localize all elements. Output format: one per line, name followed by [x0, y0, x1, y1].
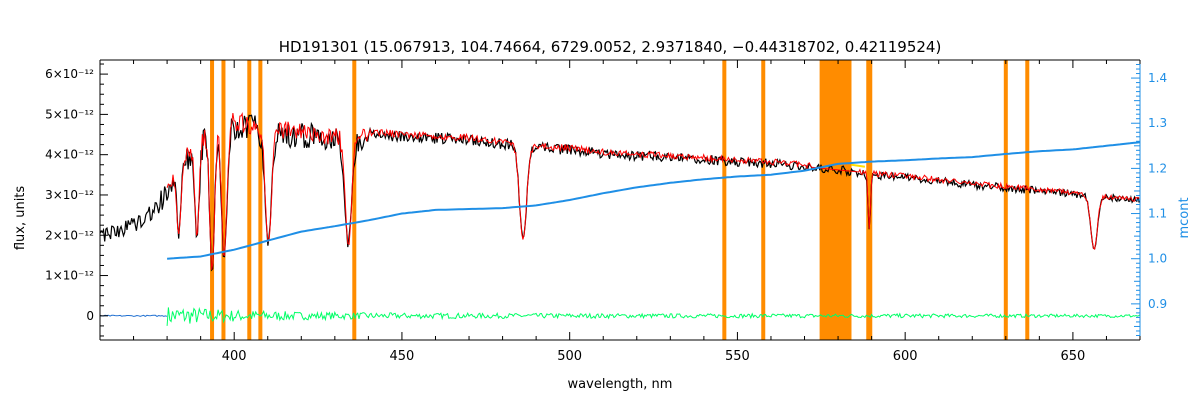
residual-series — [166, 306, 1141, 326]
y-right-tick-label-1: 1.0 — [1148, 252, 1167, 266]
residual-prefix — [99, 314, 168, 317]
masked-line-9 — [1003, 60, 1008, 340]
masked-line-1 — [221, 60, 226, 340]
x-tick-label-400: 400 — [222, 349, 247, 364]
masked-line-2 — [247, 60, 252, 340]
y-left-tick-label-1: 1×10⁻¹² — [45, 269, 94, 283]
masked-line-5 — [722, 60, 727, 340]
chart-title: HD191301 (15.067913, 104.74664, 6729.005… — [279, 38, 942, 56]
masked-line-10 — [1025, 60, 1030, 340]
y-left-tick-label-3: 3×10⁻¹² — [45, 188, 94, 202]
x-tick-label-450: 450 — [390, 349, 415, 364]
y-left-tick-label-0: 0 — [86, 309, 94, 323]
right-y-axis-label: mcont — [1177, 197, 1192, 238]
gap-segment — [851, 163, 866, 168]
model-series — [166, 111, 1140, 270]
x-axis-label: wavelength, nm — [568, 377, 673, 392]
x-tick-label-550: 550 — [725, 349, 750, 364]
plot-area: 400 450 500 550 600 650 0 1×10⁻¹² 2×10⁻¹² 3×10⁻¹²… — [45, 59, 1167, 364]
x-tick-label-650: 650 — [1060, 349, 1085, 364]
y-right-tick-label-2: 1.1 — [1148, 207, 1167, 221]
masked-line-0 — [210, 60, 215, 340]
y-left-tick-label-5: 5×10⁻¹² — [45, 107, 94, 121]
masked-line-6 — [761, 60, 766, 340]
y-right-tick-label-0: 0.9 — [1148, 297, 1167, 311]
left-y-axis-label: flux, units — [13, 186, 28, 251]
x-tick-label-600: 600 — [893, 349, 918, 364]
masked-band — [819, 60, 852, 340]
masked-line-4 — [352, 60, 357, 340]
y-right-tick-label-3: 1.2 — [1148, 161, 1167, 175]
observed-series — [99, 114, 1140, 272]
masked-line-3 — [258, 60, 263, 340]
y-right-tick-label-5: 1.4 — [1148, 71, 1167, 85]
x-tick-label-500: 500 — [557, 349, 582, 364]
continuum-series — [167, 141, 1141, 260]
y-left-tick-label-6: 6×10⁻¹² — [45, 67, 94, 81]
y-right-tick-label-4: 1.3 — [1148, 116, 1167, 130]
y-left-tick-label-4: 4×10⁻¹² — [45, 148, 94, 162]
y-left-tick-label-2: 2×10⁻¹² — [45, 228, 94, 242]
